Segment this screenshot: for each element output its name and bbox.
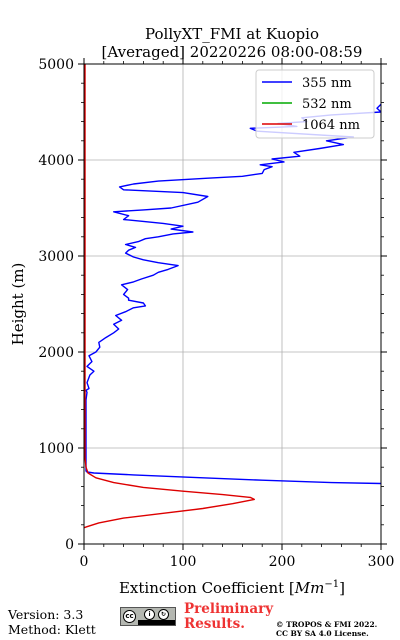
y-tick-label-0: 0 xyxy=(65,537,74,553)
preliminary-line1: Preliminary xyxy=(184,601,274,617)
extinction-profile-chart: PollyXT_FMI at Kuopio [Averaged] 2022022… xyxy=(9,25,395,597)
x-tick-labels: 0 100 200 300 xyxy=(80,554,395,570)
y-tick-label-2: 2000 xyxy=(38,345,74,361)
preliminary-notice: Preliminary Results. xyxy=(184,602,273,632)
by-icon: i xyxy=(144,609,155,620)
legend-label-1: 532 nm xyxy=(302,97,352,112)
legend-label-0: 355 nm xyxy=(302,76,352,91)
y-axis-label: Height (m) xyxy=(9,263,27,346)
version-label: Version: 3.3 xyxy=(8,607,84,622)
plot-frame xyxy=(83,63,382,545)
copyright-line1: © TROPOS & FMI 2022. xyxy=(276,620,378,629)
x-tick-label-1: 100 xyxy=(170,554,197,570)
x-axis-label: Extinction Coefficient [Mm−1] xyxy=(119,579,345,597)
x-tick-label-0: 0 xyxy=(80,554,89,570)
legend-box xyxy=(255,69,375,139)
method-label: Method: Klett xyxy=(8,622,96,637)
x-tick-label-2: 200 xyxy=(269,554,296,570)
y-tick-labels: 0 1000 2000 3000 4000 5000 xyxy=(38,57,74,553)
y-tick-label-4: 4000 xyxy=(38,153,74,169)
preliminary-line2: Results. xyxy=(184,616,245,632)
y-tick-label-5: 5000 xyxy=(38,57,74,73)
axis-ticks xyxy=(78,58,387,550)
x-tick-label-3: 300 xyxy=(368,554,395,570)
series-line-1064-nm xyxy=(84,64,255,529)
cc-icon: cc xyxy=(123,610,136,623)
footer-info: Version: 3.3 Method: Klett xyxy=(8,607,96,637)
sa-icon: ↻ xyxy=(158,609,169,620)
grid-lines xyxy=(84,64,381,544)
series-line-355-nm xyxy=(85,103,381,485)
chart-subtitle: [Averaged] 20220226 08:00-08:59 xyxy=(102,43,363,61)
copyright-notice: © TROPOS & FMI 2022. CC BY SA 4.0 Licens… xyxy=(276,620,377,638)
cc-strip xyxy=(138,620,175,625)
legend-label-2: 1064 nm xyxy=(302,118,360,133)
chart-title: PollyXT_FMI at Kuopio xyxy=(145,25,319,43)
cc-license-icon: cc i ↻ xyxy=(120,607,176,626)
y-tick-label-3: 3000 xyxy=(38,249,74,265)
legend: 355 nm 532 nm 1064 nm xyxy=(255,69,375,139)
legend-items: 355 nm 532 nm 1064 nm xyxy=(262,76,360,133)
y-tick-label-1: 1000 xyxy=(38,441,74,457)
copyright-line2: CC BY SA 4.0 License. xyxy=(276,629,369,638)
series-lines xyxy=(84,64,381,529)
